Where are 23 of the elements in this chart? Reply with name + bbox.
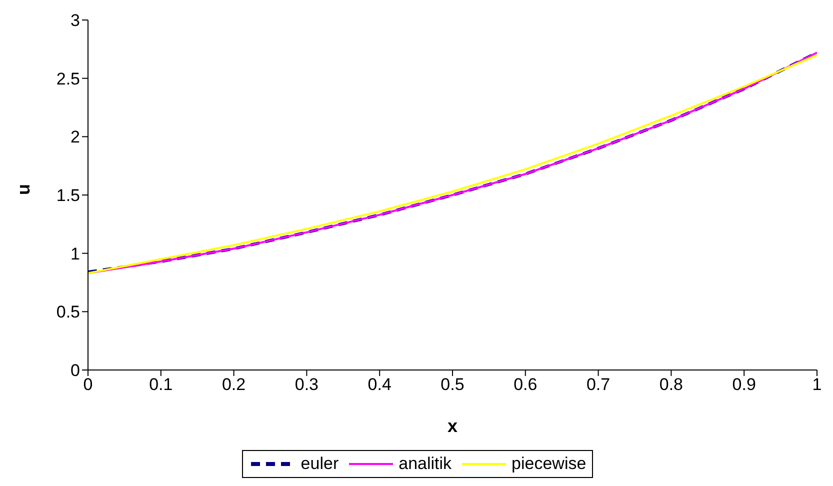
x-axis-title: x [447, 416, 458, 436]
x-tick-label: 0.8 [659, 375, 684, 394]
x-tick-label: 0.6 [514, 375, 538, 394]
y-tick-label: 3 [70, 11, 80, 30]
x-tick-label: 0 [83, 375, 93, 394]
x-tick-label: 0.4 [368, 375, 392, 394]
y-tick-label: 0.5 [56, 302, 80, 322]
legend-label: euler [300, 454, 339, 474]
y-tick-label: 2.5 [56, 69, 80, 88]
y-axis-title: u [13, 184, 34, 195]
x-tick-label: 0.1 [149, 375, 173, 394]
y-tick-label: 1 [70, 244, 80, 264]
x-tick-label: 0.2 [222, 375, 246, 394]
legend-label: piecewise [512, 454, 586, 474]
x-tick-label: 1 [812, 375, 822, 394]
legend-label: analitik [398, 454, 452, 474]
x-tick-label: 0.7 [586, 375, 610, 394]
y-tick-label: 0 [70, 361, 80, 380]
x-tick-label: 0.3 [294, 375, 319, 394]
x-tick-label: 0.9 [732, 375, 756, 394]
y-tick-label: 1.5 [56, 186, 80, 206]
x-tick-label: 0.5 [440, 375, 464, 394]
y-tick-label: 2 [70, 128, 80, 147]
